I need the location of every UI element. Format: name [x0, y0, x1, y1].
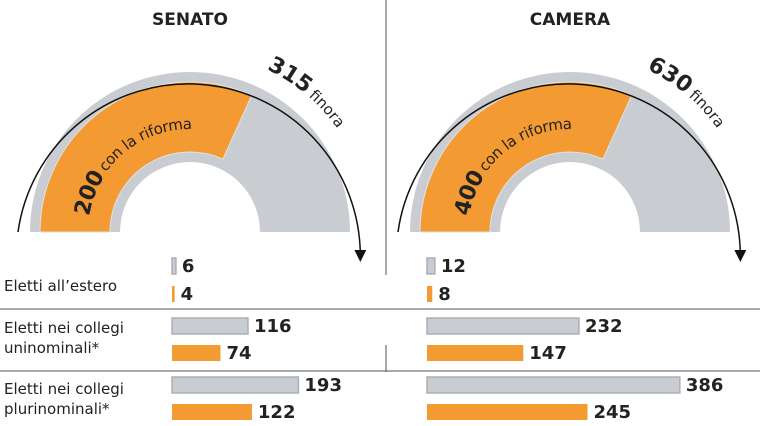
- bar: [172, 286, 175, 302]
- value-label: 8: [438, 284, 451, 305]
- gauge-arrow: [397, 83, 747, 262]
- value-label: 116: [254, 316, 292, 337]
- gauge-total-name: finora: [686, 86, 729, 131]
- gauge-total-name: finora: [306, 86, 349, 131]
- value-label: 147: [529, 343, 567, 364]
- category-label: Eletti nei collegi uninominali*: [4, 319, 124, 357]
- bar: [427, 345, 524, 361]
- category-label: Eletti all’estero: [4, 277, 118, 295]
- gauge-total-value: 630: [644, 52, 697, 98]
- gauge-total-value: 315: [264, 52, 317, 98]
- value-label: 245: [593, 402, 631, 423]
- panel-title: CAMERA: [530, 10, 611, 30]
- value-label: 12: [441, 256, 466, 277]
- gauge-reform: [419, 81, 633, 233]
- value-label: 386: [686, 375, 724, 396]
- bar: [171, 376, 300, 394]
- bar: [426, 376, 681, 394]
- gauge-arrow: [17, 83, 367, 262]
- value-label: 4: [181, 284, 194, 305]
- bar: [171, 317, 249, 335]
- value-label: 193: [304, 375, 342, 396]
- bar: [426, 317, 580, 335]
- value-label: 232: [585, 316, 623, 337]
- value-label: 74: [226, 343, 251, 364]
- gauge-reform: [39, 81, 253, 233]
- value-label: 122: [258, 402, 296, 423]
- bar: [427, 286, 433, 302]
- value-label: 6: [182, 256, 195, 277]
- panel-title: SENATO: [152, 10, 228, 30]
- bar: [172, 345, 221, 361]
- bar: [171, 257, 177, 275]
- bar: [427, 404, 588, 420]
- bar: [172, 404, 252, 420]
- bar: [426, 257, 436, 275]
- category-label: Eletti nei collegi plurinominali*: [4, 380, 124, 418]
